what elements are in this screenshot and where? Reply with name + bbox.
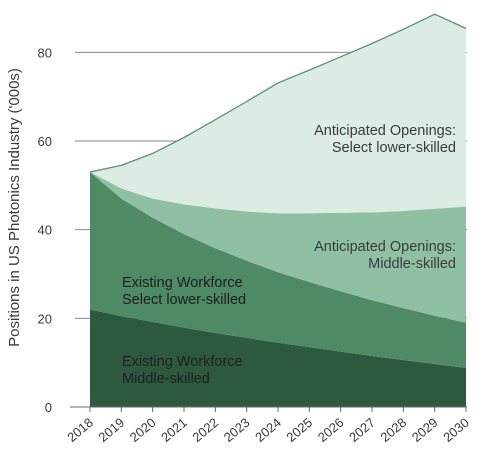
x-tick-label: 2022 [189, 415, 221, 445]
y-tick-label: 20 [38, 311, 52, 326]
series-label-4: Select lower-skilled [332, 140, 456, 156]
area-series-1 [90, 309, 466, 407]
series-label-1: Middle-skilled [122, 371, 210, 387]
series-label-3: Anticipated Openings: [314, 239, 456, 255]
y-tick-label: 60 [38, 134, 52, 149]
x-tick-label: 2023 [221, 415, 253, 445]
x-tick-label: 2028 [377, 415, 409, 445]
series-label-2: Select lower-skilled [122, 292, 246, 308]
total-outline-line [89, 13, 467, 173]
area-series-2 [90, 172, 466, 368]
area-series-4 [90, 14, 466, 214]
y-axis-title: Positions in US Photonics Industry ('000… [6, 68, 23, 347]
y-tick-label: 0 [45, 400, 52, 415]
area-series-3 [90, 172, 466, 323]
series-label-2: Existing Workforce [122, 275, 243, 291]
x-tick-label: 2021 [158, 415, 190, 445]
x-tick-label: 2027 [346, 415, 378, 445]
x-tick-label: 2019 [95, 415, 127, 445]
x-tick-label: 2020 [127, 415, 159, 445]
x-tick-label: 2026 [315, 415, 347, 445]
y-tick-label: 80 [38, 45, 52, 60]
label-layer: Existing WorkforceMiddle-skilledExisting… [122, 123, 456, 387]
x-tick-label: 2025 [283, 415, 315, 445]
x-tick-label: 2029 [409, 415, 441, 445]
x-tick-label: 2018 [64, 415, 96, 445]
x-tick-label: 2024 [252, 415, 284, 445]
area-layer [89, 13, 467, 407]
series-label-3: Middle-skilled [368, 256, 456, 272]
x-tick-label: 2030 [440, 415, 472, 445]
y-tick-label: 40 [38, 223, 52, 238]
series-label-1: Existing Workforce [122, 354, 243, 370]
series-label-4: Anticipated Openings: [314, 123, 456, 139]
